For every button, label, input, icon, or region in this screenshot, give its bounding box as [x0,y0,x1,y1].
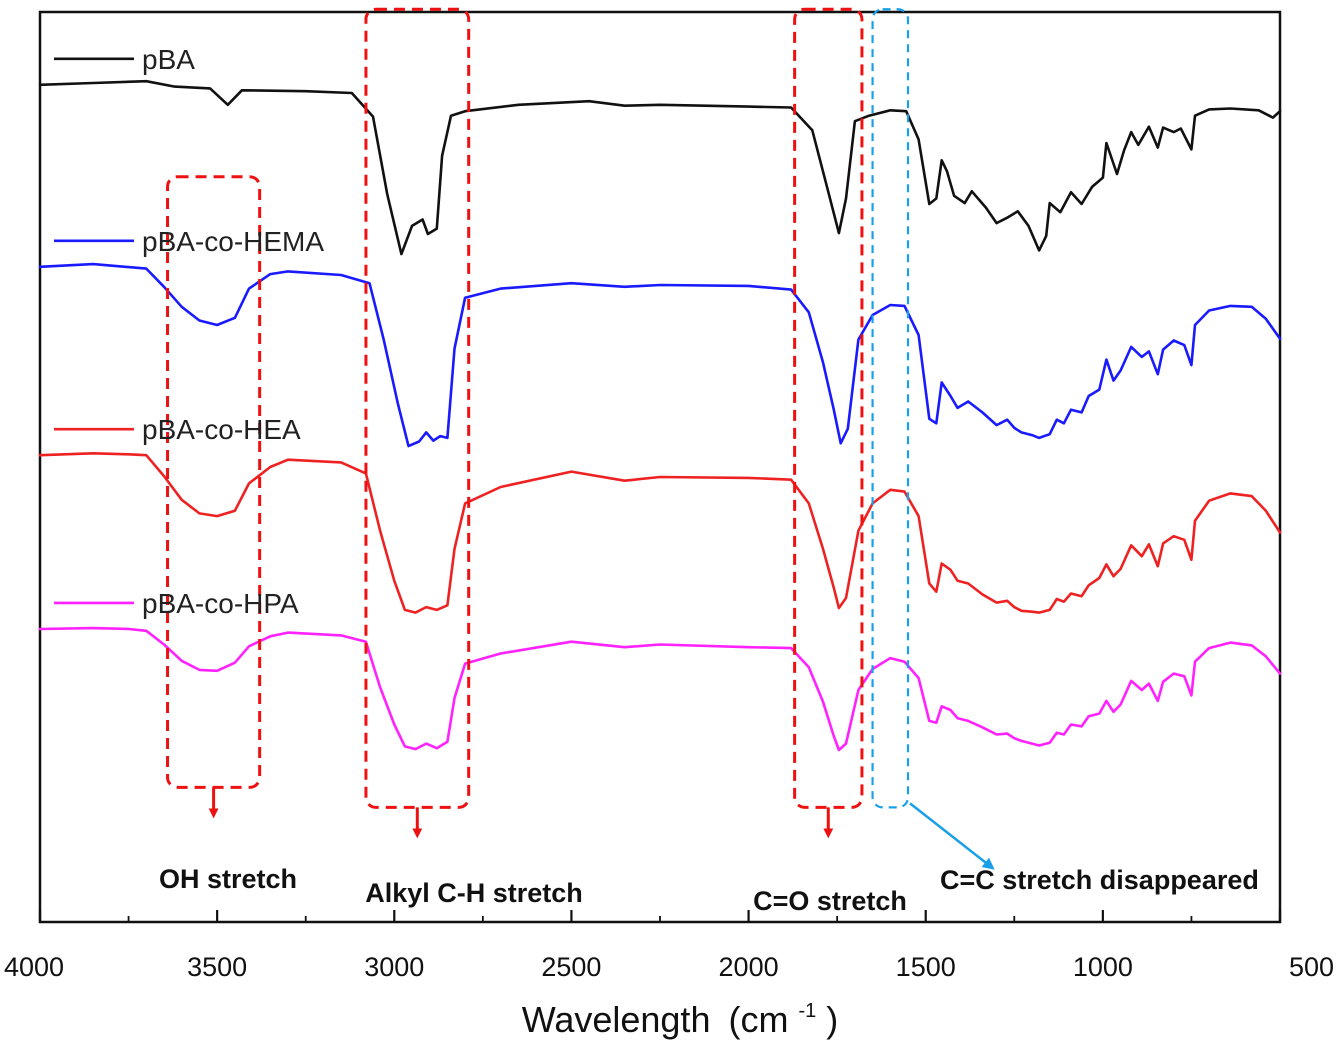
annotation-oh-stretch: OH stretch [159,175,297,894]
legend-layer: pBA pBA-co-HEMA pBA-co-HEA pBA-co-HPA [54,44,324,619]
x-tick-label-2500: 2500 [541,952,601,982]
annotation-c-c-stretch-disappeared: C=C stretch disappeared [871,8,1259,895]
annotation-label: C=C stretch disappeared [940,865,1259,895]
x-tick-label-1500: 1500 [896,952,956,982]
x-axis-title: Wavelength (cm -1 ) [522,984,839,1040]
annotation-label: C=O stretch [753,886,907,916]
x-axis: 4000 3500 3000 2500 2000 1500 1000 500 [4,910,1334,982]
x-tick-label-3500: 3500 [187,952,247,982]
annotation-c-o-stretch: C=O stretch [753,7,907,916]
annotation-layer: OH stretch Alkyl C-H stretch C=O stretch C=… [159,7,1259,916]
x-axis-unit-sup: -1 [798,1000,816,1022]
legend-label: pBA-co-HEMA [142,226,324,257]
series-line-pba [38,79,1282,256]
x-tick-label-4000: 4000 [4,952,64,982]
x-tick-label-1000: 1000 [1073,952,1133,982]
annotation-box [364,7,471,809]
annotation-label: OH stretch [159,864,297,894]
plot-frame [38,10,1282,924]
x-tick-label-500: 500 [1289,952,1334,982]
annotation-label: Alkyl C-H stretch [365,878,583,908]
annotation-box [793,7,864,809]
legend-entry-pba-co-hea: pBA-co-HEA [54,414,301,445]
series-line-pba-co-hea [38,452,1282,614]
legend-label: pBA [142,44,195,75]
legend-label: pBA-co-HEA [142,414,301,445]
legend-entry-pba-co-hema: pBA-co-HEMA [54,226,324,257]
legend-label: pBA-co-HPA [142,588,299,619]
legend-entry-pba-co-hpa: pBA-co-HPA [54,588,299,619]
x-axis-title-text: Wavelength [522,999,711,1040]
series-line-pba-co-hema [38,262,1282,448]
annotation-arrow [909,802,995,870]
x-axis-unit-end: ) [826,999,838,1040]
x-tick-label-3000: 3000 [364,952,424,982]
annotation-box [871,8,910,809]
series-line-pba-co-hpa [38,626,1282,752]
legend-entry-pba: pBA [54,44,195,75]
x-tick-label-2000: 2000 [719,952,779,982]
annotation-alkyl-c-h-stretch: Alkyl C-H stretch [364,7,583,908]
x-axis-unit-base: (cm [728,999,788,1040]
series-layer [38,79,1282,752]
annotation-box [166,175,262,789]
